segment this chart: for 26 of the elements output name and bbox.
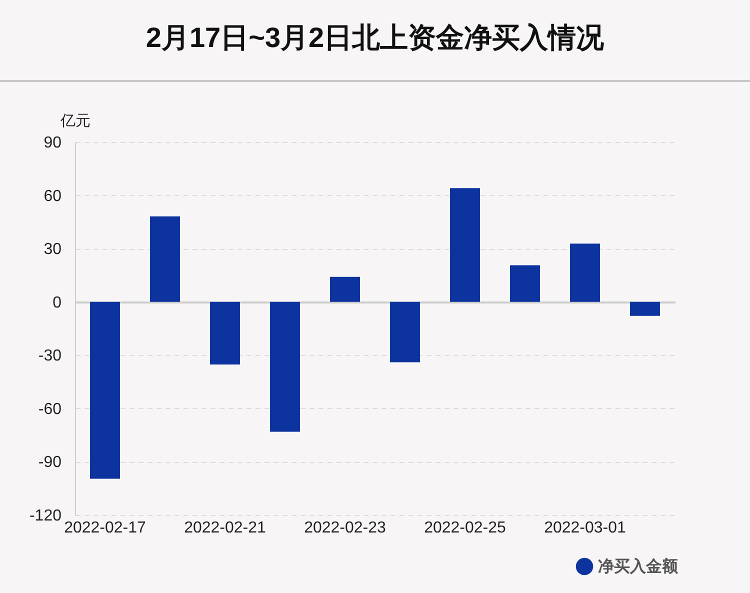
chart-title: 2月17日~3月2日北上资金净买入情况 (146, 22, 606, 53)
bar (150, 216, 180, 302)
y-tick-label: 90 (44, 134, 62, 152)
bar (330, 276, 360, 302)
y-tick-label: -120 (29, 508, 62, 524)
bar (210, 302, 240, 365)
y-tick-label: 0 (52, 294, 62, 312)
y-tick-label: -30 (38, 348, 62, 365)
y-tick-label: -90 (38, 454, 62, 472)
y-axis-title: 亿元 (60, 112, 90, 130)
x-tick-label: 2022-02-21 (184, 520, 266, 536)
y-tick-label: 60 (44, 188, 62, 205)
bar (570, 244, 600, 302)
x-tick-label: 2022-03-01 (544, 520, 626, 536)
bar (510, 265, 540, 302)
y-tick-label: -60 (38, 400, 62, 418)
bar (450, 188, 480, 302)
bar (270, 302, 300, 432)
y-tick-label: 30 (44, 241, 62, 258)
x-tick-label: 2022-02-23 (304, 520, 386, 536)
x-tick-label: 2022-02-17 (64, 520, 146, 536)
bar (390, 302, 420, 362)
x-tick-label: 2022-02-25 (424, 520, 506, 536)
legend-label: 净买入金额 (598, 558, 679, 576)
bar (630, 302, 660, 316)
bar (90, 302, 120, 479)
